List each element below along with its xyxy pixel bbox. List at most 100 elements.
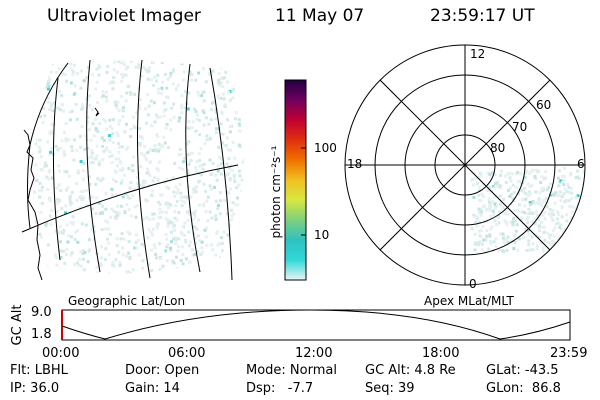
speckle-pixel xyxy=(228,176,232,180)
speckle-pixel xyxy=(216,169,220,173)
speckle-pixel xyxy=(515,209,519,213)
speckle-pixel xyxy=(219,172,223,176)
speckle-pixel xyxy=(67,234,71,238)
speckle-pixel xyxy=(220,236,224,240)
speckle-pixel xyxy=(151,148,155,152)
speckle-pixel xyxy=(226,233,230,237)
speckle-pixel xyxy=(49,105,53,109)
speckle-pixel xyxy=(155,256,159,260)
speckle-pixel xyxy=(551,218,555,222)
speckle-pixel xyxy=(233,180,237,184)
speckle-pixel xyxy=(563,228,567,232)
speckle-pixel xyxy=(43,161,47,165)
speckle-pixel xyxy=(56,148,60,152)
speckle-pixel xyxy=(144,151,148,155)
speckle-pixel xyxy=(156,91,160,95)
speckle-pixel xyxy=(46,96,50,100)
speckle-pixel xyxy=(550,239,554,243)
speckle-pixel xyxy=(209,118,213,122)
speckle-pixel xyxy=(543,210,547,214)
speckle-pixel xyxy=(116,134,120,138)
speckle-pixel xyxy=(61,231,65,235)
speckle-pixel xyxy=(131,169,135,173)
speckle-pixel xyxy=(43,114,47,118)
speckle-pixel xyxy=(506,240,510,244)
speckle-pixel xyxy=(165,178,169,182)
speckle-pixel xyxy=(204,116,208,120)
status-glat: GLat: -43.5 xyxy=(486,363,559,378)
speckle-pixel xyxy=(114,258,118,262)
speckle-pixel xyxy=(174,204,178,208)
speckle-pixel xyxy=(165,95,169,99)
speckle-pixel xyxy=(44,85,48,89)
status-dsp: Dsp: -7.7 xyxy=(246,381,314,396)
speckle-pixel xyxy=(79,250,83,254)
speckle-pixel xyxy=(46,140,50,144)
speckle-pixel xyxy=(185,126,189,130)
speckle-pixel xyxy=(543,225,547,229)
speckle-pixel xyxy=(216,203,220,207)
speckle-pixel xyxy=(478,171,482,175)
speckle-pixel xyxy=(108,155,112,159)
speckle-pixel xyxy=(90,227,94,231)
speckle-pixel xyxy=(118,119,122,123)
altitude-xtick-1800: 18:00 xyxy=(422,346,460,361)
altitude-xtick-0600: 06:00 xyxy=(168,346,206,361)
speckle-pixel xyxy=(512,190,516,194)
speckle-pixel xyxy=(119,181,123,185)
speckle-pixel xyxy=(110,80,114,84)
speckle-pixel xyxy=(527,243,531,247)
speckle-pixel xyxy=(135,246,139,250)
speckle-pixel xyxy=(208,210,212,214)
speckle-pixel xyxy=(87,238,91,242)
speckle-pixel xyxy=(40,189,44,193)
speckle-pixel xyxy=(135,233,139,237)
speckle-pixel xyxy=(526,194,530,198)
speckle-pixel xyxy=(55,70,59,74)
speckle-pixel xyxy=(496,183,500,187)
speckle-pixel xyxy=(116,100,120,104)
speckle-pixel xyxy=(135,204,139,208)
speckle-pixel xyxy=(501,232,505,236)
speckle-pixel xyxy=(152,212,156,216)
speckle-pixel xyxy=(164,202,168,206)
speckle-pixel xyxy=(178,166,182,170)
speckle-pixel xyxy=(68,118,72,122)
speckle-pixel xyxy=(549,193,553,197)
speckle-pixel xyxy=(138,66,142,70)
speckle-pixel xyxy=(173,161,177,165)
speckle-pixel xyxy=(130,193,134,197)
speckle-pixel xyxy=(112,264,116,268)
speckle-pixel xyxy=(537,199,541,203)
speckle-pixel xyxy=(74,182,78,186)
speckle-pixel xyxy=(117,122,121,126)
speckle-pixel xyxy=(139,135,143,139)
speckle-pixel xyxy=(488,185,492,189)
speckle-pixel xyxy=(64,122,68,126)
speckle-pixel xyxy=(511,183,515,187)
colorbar-tick-100: 100 xyxy=(314,141,337,155)
speckle-pixel xyxy=(75,261,79,265)
speckle-pixel xyxy=(42,164,46,168)
speckle-pixel xyxy=(228,187,232,191)
speckle-pixel xyxy=(234,203,238,207)
speckle-pixel xyxy=(194,190,198,194)
speckle-pixel xyxy=(69,221,73,225)
speckle-pixel xyxy=(44,164,48,168)
speckle-pixel xyxy=(157,160,161,164)
speckle-pixel xyxy=(184,238,188,242)
speckle-pixel xyxy=(201,109,205,113)
speckle-pixel xyxy=(40,185,44,189)
speckle-pixel xyxy=(242,159,244,163)
speckle-pixel xyxy=(478,240,482,244)
speckle-pixel xyxy=(35,178,39,182)
speckle-pixel xyxy=(88,182,92,186)
speckle-pixel xyxy=(153,246,157,250)
speckle-pixel xyxy=(540,187,544,191)
mlt-label-12: 12 xyxy=(470,47,486,61)
speckle-pixel xyxy=(83,251,87,255)
speckle-pixel xyxy=(479,213,483,217)
speckle-pixel xyxy=(489,209,493,213)
speckle-pixel xyxy=(87,175,91,179)
speckle-pixel xyxy=(166,218,170,222)
